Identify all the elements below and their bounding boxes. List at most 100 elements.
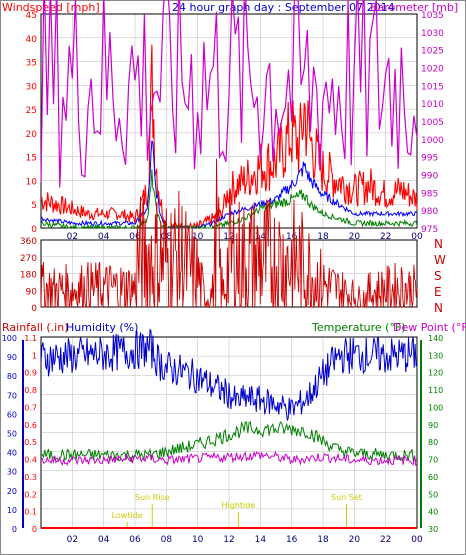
compass-label: N: [434, 301, 443, 315]
hour-tick-label: 10: [192, 535, 204, 545]
rainfall-tick-label: 0.9: [24, 369, 37, 378]
barometer-tick-label: 995: [421, 154, 438, 164]
rainfall-tick-label: 1.1: [24, 334, 37, 343]
hour-tick-label: 06: [129, 232, 141, 242]
temperature-tick-label: 50: [428, 490, 438, 499]
windspeed-tick-label: 40: [26, 35, 38, 45]
hour-tick-label: 16: [286, 232, 298, 242]
hour-tick-label: 18: [317, 232, 329, 242]
windspeed-tick-label: 5: [31, 201, 37, 211]
hour-tick-label: 06: [129, 535, 141, 545]
humidity-line: [40, 328, 418, 422]
rainfall-tick-label: 1: [32, 351, 37, 360]
direction-tick-label: 0: [31, 304, 37, 314]
barometer-tick-label: 1025: [421, 47, 444, 57]
annotation-label: Sun Set: [331, 493, 362, 502]
rainfall-tick-label: 0.5: [24, 438, 37, 447]
hour-tick-label: 08: [161, 535, 173, 545]
chart-title: 24 hour graph day : September 07 2014: [172, 1, 395, 14]
windspeed-ticks: 0 5 10 15 20 25 30 35 40 45: [26, 11, 38, 235]
direction-tick-label: 180: [20, 271, 37, 281]
direction-line: [40, 158, 418, 309]
compass-label: S: [434, 269, 442, 283]
rainfall-tick-label: 0.4: [24, 456, 37, 465]
temperature-tick-label: 100: [428, 403, 443, 412]
humidity-tick-label: 20: [7, 487, 17, 496]
windspeed-tick-label: 30: [26, 82, 38, 92]
temperature-tick-label: 110: [428, 386, 443, 395]
barometer-tick-label: 1015: [421, 82, 444, 92]
hour-tick-label: 14: [255, 535, 267, 545]
windspeed-tick-label: 45: [26, 11, 37, 21]
hour-tick-label: 14: [255, 232, 267, 242]
windspeed-tick-label: 15: [26, 154, 37, 164]
temperature-tick-label: 130: [428, 351, 443, 360]
barometer-tick-label: 990: [421, 172, 438, 182]
compass-label: E: [434, 285, 442, 299]
hour-tick-label: 16: [286, 535, 298, 545]
temperature-tick-label: 70: [428, 456, 438, 465]
hour-tick-label: 12: [223, 535, 234, 545]
temperature-tick-label: 30: [428, 525, 438, 534]
rainfall-tick-label: 0.1: [24, 508, 37, 517]
direction-series: [40, 158, 418, 309]
direction-tick-label: 90: [26, 287, 38, 297]
barometer-tick-label: 1020: [421, 65, 444, 75]
rainfall-tick-label: 0: [32, 525, 37, 534]
windspeed-tick-label: 10: [26, 177, 38, 187]
barometer-tick-label: 980: [421, 207, 438, 217]
compass-label: W: [434, 253, 446, 267]
barometer-tick-label: 1010: [421, 100, 444, 110]
rainfall-tick-label: 0.7: [24, 403, 37, 412]
barometer-line: [40, 0, 418, 188]
humidity-tick-label: 80: [7, 372, 17, 381]
direction-tick-label: 360: [20, 237, 37, 247]
barometer-tick-label: 975: [421, 225, 438, 235]
windspeed-tick-label: 20: [26, 130, 38, 140]
hour-tick-label: 22: [380, 535, 391, 545]
humidity-tick-label: 70: [7, 391, 17, 400]
humidity-tick-label: 100: [2, 334, 17, 343]
tide-sun-annotations: Lowtide Sun Rise Hightide Sun Set: [112, 493, 362, 528]
humidity-tick-label: 0: [12, 525, 17, 534]
compass-label: N: [434, 237, 443, 251]
hour-tick-label: 00: [411, 535, 423, 545]
direction-tick-label: 270: [20, 254, 37, 264]
humidity-tick-label: 10: [7, 506, 17, 515]
temperature-axis-label: Temperature (°F): [311, 321, 406, 334]
annotation-label: Sun Rise: [135, 493, 170, 502]
humidity-tick-label: 50: [7, 430, 17, 439]
direction-ticks: 360 270 180 90 0: [20, 237, 37, 314]
temperature-line: [40, 420, 418, 463]
barometer-axis-label: Barometer [mb]: [370, 1, 458, 14]
hour-tick-label: 20: [349, 535, 361, 545]
humidity-tick-label: 60: [7, 410, 17, 419]
temperature-tick-label: 140: [428, 334, 443, 343]
barometer-tick-label: 1005: [421, 118, 444, 128]
hour-tick-label: 20: [349, 232, 361, 242]
hour-tick-label: 10: [192, 232, 204, 242]
barometer-tick-label: 1030: [421, 29, 444, 39]
rainfall-tick-label: 0.3: [24, 473, 37, 482]
rainfall-tick-label: 0.2: [24, 490, 37, 499]
dew_point-line: [40, 450, 418, 467]
temperature-tick-label: 120: [428, 369, 443, 378]
barometer-tick-label: 985: [421, 189, 438, 199]
windspeed-tick-label: 25: [26, 106, 37, 116]
temperature-tick-label: 90: [428, 421, 438, 430]
climate-hour-ticks: 02 04 06 08 10 12 14 16 18 20 22 00: [67, 535, 423, 545]
annotation-label: Lowtide: [112, 511, 143, 520]
temperature-tick-label: 40: [428, 508, 438, 517]
rainfall-tick-label: 0.8: [24, 386, 37, 395]
temperature-ticks: 30 40 50 60 70 80 90 100 110 120 130 140: [428, 334, 443, 534]
barometer-tick-label: 1000: [421, 136, 444, 146]
hour-tick-label: 00: [411, 232, 423, 242]
dewpoint-axis-label: Dew Point (°F): [393, 321, 466, 334]
hour-tick-label: 04: [98, 232, 110, 242]
gust-wind-line: [40, 44, 418, 231]
windspeed-tick-label: 0: [31, 225, 37, 235]
barometer-tick-label: 1035: [421, 11, 444, 21]
